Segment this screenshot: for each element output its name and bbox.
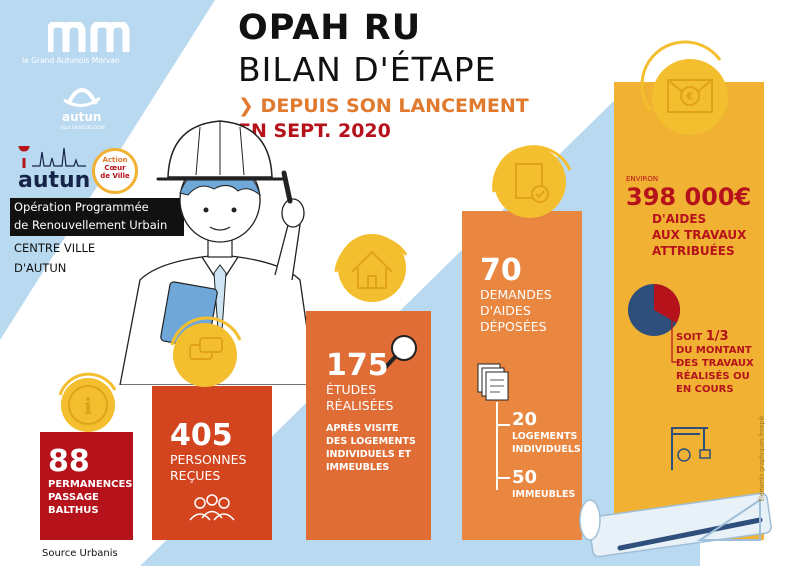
page-title: OPAH RU xyxy=(238,8,422,48)
operation-line-2: de Renouvellement Urbain xyxy=(14,218,168,232)
demandes-value: 70 xyxy=(480,253,522,288)
etudes-value: 175 xyxy=(326,348,389,383)
stat-demandes: 70 DEMANDES D'AIDES DÉPOSÉES xyxy=(480,255,552,335)
since-line-2: EN SEPT. 2020 xyxy=(238,120,391,142)
ratio-prefix: SOIT xyxy=(676,332,706,343)
logements-line-1: LOGEMENTS xyxy=(512,431,578,442)
etudes-line-2: RÉALISÉES xyxy=(326,398,394,413)
etudes-note-3: INDIVIDUELS ET xyxy=(326,449,412,460)
aides-line-1: D'AIDES xyxy=(652,212,707,226)
permanences-value: 88 xyxy=(48,444,90,479)
operation-line-1: Opération Programmée xyxy=(14,200,149,214)
operation-box: Opération Programmée de Renouvellement U… xyxy=(10,198,184,236)
personnes-line-2: REÇUES xyxy=(170,468,221,483)
blueprint-icon xyxy=(579,492,772,558)
permanences-line-2: PASSAGE xyxy=(48,492,99,503)
personnes-line-1: PERSONNES xyxy=(170,452,247,467)
magnifier-icon xyxy=(381,335,417,372)
stat-permanences: 88 PERMANENCES PASSAGE BALTHUS xyxy=(48,446,133,517)
etudes-note-1: APRÈS VISITE xyxy=(326,423,399,434)
etudes-note-4: IMMEUBLES xyxy=(326,462,390,473)
immeubles-value: 50 xyxy=(512,467,538,488)
stat-aides: ENVIRON 398 000€ D'AIDES AUX TRAVAUX ATT… xyxy=(626,175,751,259)
action-coeur-de-ville-logo: Action Cœur de Ville xyxy=(92,148,138,194)
personnes-value: 405 xyxy=(170,418,233,453)
crane-icon xyxy=(671,427,711,470)
bar-personnes xyxy=(152,386,272,540)
demandes-line-2: D'AIDES xyxy=(480,303,531,318)
ratio-line-4: EN COURS xyxy=(676,384,734,395)
papers-icon xyxy=(477,363,510,490)
operation-line-4: D'AUTUN xyxy=(14,261,67,275)
ratio-line-3: RÉALISÉS OU xyxy=(676,371,750,382)
ratio-value: 1/3 xyxy=(705,329,729,344)
house-coin-icon xyxy=(334,234,408,302)
stat-etudes: 175 ÉTUDES RÉALISÉES APRÈS VISITE DES LO… xyxy=(326,350,416,474)
logements-value: 20 xyxy=(512,409,538,430)
aides-environ: ENVIRON xyxy=(626,175,659,183)
credit-text: Éléments graphiques freepik xyxy=(758,415,766,502)
svg-text:i: i xyxy=(84,394,92,420)
aides-line-3: ATTRIBUÉES xyxy=(652,244,735,258)
stat-logements: 20 LOGEMENTS INDIVIDUELS xyxy=(512,410,581,456)
ratio-line-1: DU MONTANT xyxy=(676,345,752,356)
logements-line-2: INDIVIDUELS xyxy=(512,444,581,455)
gam-logo-icon xyxy=(48,22,130,52)
permanences-line-1: PERMANENCES xyxy=(48,479,133,490)
since-line-1-text: DEPUIS SON LANCEMENT xyxy=(260,95,529,117)
gam-tagline: le Grand Autunois Morvan xyxy=(22,56,120,65)
aides-pie-chart xyxy=(628,284,680,336)
autun-small-logo: autun xyxy=(62,110,102,124)
svg-text:€: € xyxy=(685,90,694,103)
autun-small-subtitle: VILLE EN BOURGOGNE xyxy=(60,125,106,130)
immeubles-line-1: IMMEUBLES xyxy=(512,489,576,500)
stat-personnes: 405 PERSONNES REÇUES xyxy=(170,420,246,484)
chat-coin-icon xyxy=(170,316,242,387)
bar-permanences xyxy=(40,432,133,540)
autun-skyline-icon xyxy=(18,146,86,168)
stat-immeubles: 50 IMMEUBLES xyxy=(512,468,575,501)
operation-line-3: CENTRE VILLE xyxy=(14,241,96,255)
aides-value: 398 000€ xyxy=(626,183,752,211)
acv-line-2: Cœur xyxy=(104,164,126,172)
source-text: Source Urbanis xyxy=(42,548,118,559)
credit-wrapper: Éléments graphiques freepik xyxy=(757,400,767,520)
since-line-1: ❯ DEPUIS SON LANCEMENT xyxy=(238,95,529,117)
acv-line-1: Action xyxy=(102,156,128,164)
page-subtitle: BILAN D'ÉTAPE xyxy=(238,50,497,89)
etudes-line-1: ÉTUDES xyxy=(326,382,377,397)
demandes-line-1: DEMANDES xyxy=(480,287,552,302)
autun-wave-icon xyxy=(63,88,101,107)
info-coin-icon: i xyxy=(58,372,117,432)
aides-line-2: AUX TRAVAUX xyxy=(652,228,747,242)
aides-ratio: SOIT 1/3 DU MONTANT DES TRAVAUX RÉALISÉS… xyxy=(676,330,754,396)
permanences-line-3: BALTHUS xyxy=(48,505,99,516)
envelope-coin-icon: € xyxy=(640,40,728,135)
demandes-line-3: DÉPOSÉES xyxy=(480,319,547,334)
acv-line-3: de Ville xyxy=(100,172,130,180)
document-coin-icon xyxy=(492,145,572,218)
people-icon xyxy=(189,494,235,521)
ratio-line-2: DES TRAVAUX xyxy=(676,358,754,369)
chevron-right-icon: ❯ xyxy=(238,95,254,117)
operation-location: CENTRE VILLE D'AUTUN xyxy=(14,238,95,278)
etudes-note-2: DES LOGEMENTS xyxy=(326,436,416,447)
autun-city-logo: autun xyxy=(18,168,91,193)
